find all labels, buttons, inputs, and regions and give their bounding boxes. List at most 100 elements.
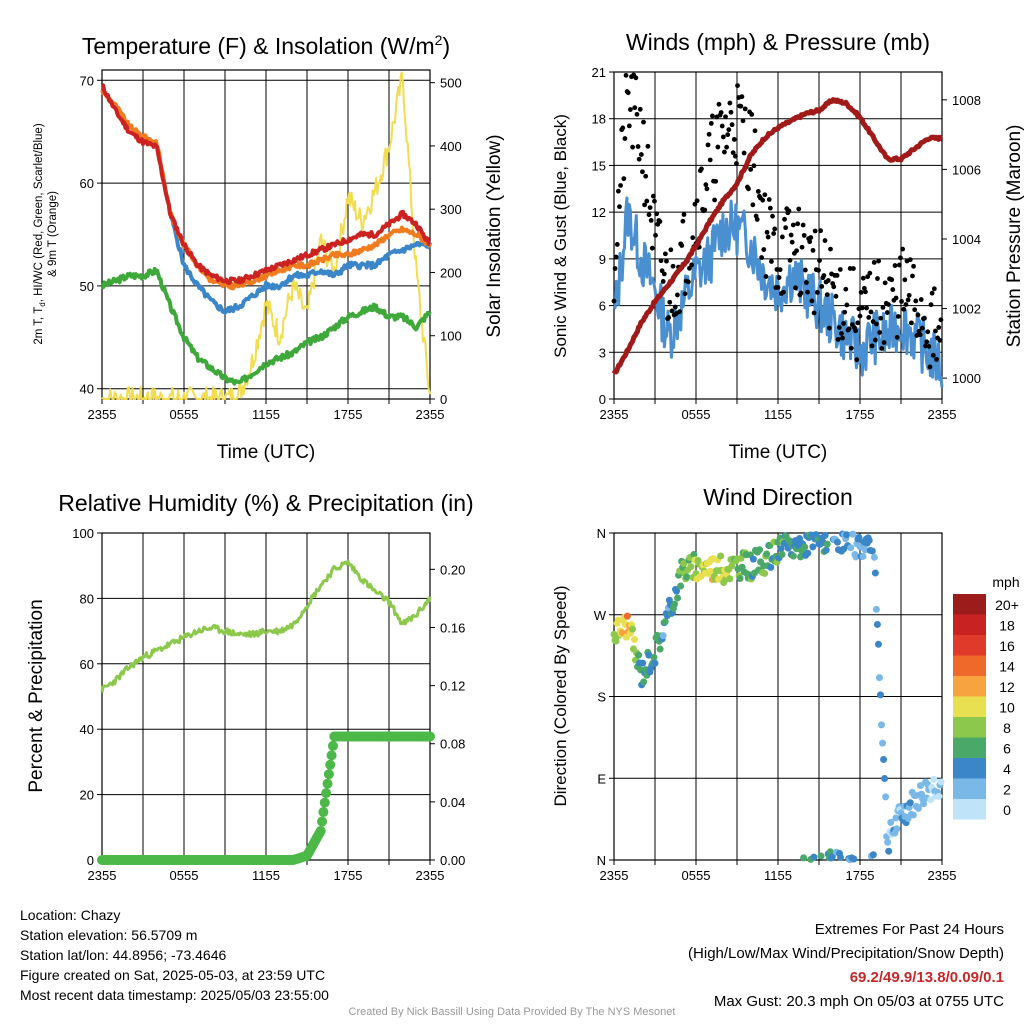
dir-ytick-label: W [594,608,607,623]
gust-point [708,120,714,126]
gust-point [632,105,638,111]
gust-point [675,292,680,298]
gust-point [864,305,869,311]
direction-point [823,540,831,548]
direction-point [817,852,825,860]
direction-point [639,659,647,667]
humidity-panel: Relative Humidity (%) & Precipitation (i… [26,490,474,883]
gust-point [761,247,767,252]
temp-xtick-label: 0555 [170,407,199,422]
direction-point [916,782,924,790]
gust-point [719,123,725,129]
legend-label: 14 [999,659,1015,675]
gust-point [867,270,873,276]
gust-point [653,232,658,238]
rh-y2tick-label: 0.20 [440,562,465,577]
gust-point [766,197,772,202]
gust-point [762,192,768,198]
temp-y2tick-label: 500 [440,76,462,91]
gust-point [725,132,731,138]
direction-point [892,814,900,822]
temperature-ylabel-right: Solar Insolation (Yellow) [484,134,505,337]
winds-ylabel-left: Sonic Wind & Gust (Blue, Black) [551,114,570,358]
gust-point [846,326,852,332]
direction-point [849,530,857,538]
gust-point [667,299,673,305]
direction-point [635,651,643,659]
direction-point [937,778,945,786]
gust-point [911,263,916,269]
dir-ytick-label: N [597,526,606,541]
gust-point [898,255,903,261]
gust-point [646,212,652,218]
direction-point [868,547,876,555]
gust-point [677,309,682,315]
temp-xtick-label: 1755 [334,407,363,422]
heat-index-line [169,216,432,315]
temperature-xlabel: Time (UTC) [217,442,316,463]
direction-point [930,775,938,783]
wind-xtick-label: 0555 [682,407,711,422]
gust-point [738,103,744,109]
direction-point [906,799,914,807]
gust-point [640,169,645,175]
wind-frame [613,71,943,400]
gust-point [668,247,674,253]
gust-point [869,343,875,349]
wind-ytick-label: 0 [599,392,606,407]
gust-point [886,302,891,307]
winds-panel: Winds (mph) & Pressure (mb) Sonic Wind &… [551,29,1024,463]
gust-point [679,243,685,248]
precip-point [315,825,326,836]
direction-point [871,569,879,577]
direction-point [870,553,878,561]
gust-point [793,285,798,291]
legend-label: 6 [1003,741,1011,757]
rh-ytick-label: 20 [80,788,94,803]
wind-ytick-label: 18 [592,112,606,127]
gust-point [826,325,832,331]
gust-point [613,254,619,260]
gust-point [798,290,804,296]
gust-point [895,314,901,319]
gust-point [929,290,935,296]
legend-label: 0 [1003,802,1011,818]
sonic-wind-line [613,196,944,388]
gust-point [831,284,837,290]
direction-point [880,755,888,763]
gust-point [837,267,843,272]
direction-point [690,550,698,558]
direction-point [882,793,890,801]
gust-point [906,292,912,298]
gust-point [899,299,904,304]
direction-point [877,691,884,699]
gust-point [731,137,737,142]
gust-point [894,334,900,340]
speed-legend: 20+ 18 16 14 12 10 8 6 4 2 0 [953,594,1019,820]
gust-point [770,213,775,219]
gust-point [795,221,801,227]
gust-point [617,204,622,210]
gust-point [734,161,739,166]
gust-point [633,75,639,81]
direction-point [850,855,858,863]
gust-point [915,312,921,318]
wind-y2tick-label: 1002 [952,302,981,317]
gust-point [818,228,824,234]
location-text: Location: Chazy [20,907,121,923]
direction-point [801,543,809,551]
gust-point [876,258,881,264]
gust-point [680,218,686,224]
gust-point [796,206,802,212]
gust-point [804,280,809,285]
gust-point [672,304,678,310]
winds-ylabel-right: Station Pressure (Maroon) [1004,125,1024,348]
gust-point [764,229,770,235]
precip-point [323,769,334,780]
temp-y2tick-label: 100 [440,329,462,344]
gust-point [662,251,668,257]
gust-point [615,188,621,194]
gust-point [786,208,792,214]
gust-point [812,228,818,234]
gust-point [741,150,747,156]
